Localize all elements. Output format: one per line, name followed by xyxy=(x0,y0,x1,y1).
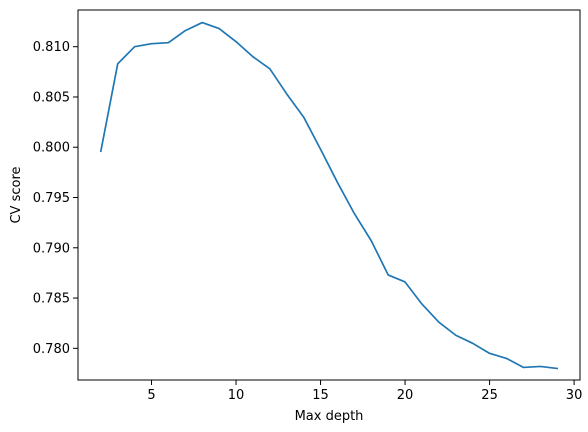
axes-frame xyxy=(77,9,581,381)
y-tick-label: 0.780 xyxy=(33,342,70,357)
x-tick-label: 15 xyxy=(312,388,329,403)
y-tick-label: 0.800 xyxy=(33,141,70,156)
y-tick-label: 0.785 xyxy=(33,292,70,307)
x-tick-label: 5 xyxy=(147,388,155,403)
x-tick-label: 25 xyxy=(481,388,498,403)
plot-area xyxy=(99,21,559,370)
series-line xyxy=(99,21,559,370)
y-tick-label: 0.810 xyxy=(33,40,70,55)
x-tick-label: 30 xyxy=(566,388,583,403)
x-axis-label: Max depth xyxy=(295,409,364,424)
x-tick-label: 10 xyxy=(228,388,245,403)
y-tick-label: 0.790 xyxy=(33,241,70,256)
y-tick-label: 0.805 xyxy=(33,90,70,105)
y-tick-label: 0.795 xyxy=(33,191,70,206)
y-axis-label: CV score xyxy=(9,166,24,223)
axis-ticks: 5 10 15 20 25 30 0.780 0.785 0.790 0.795 0.800 0.80… xyxy=(33,40,583,403)
x-tick-label: 20 xyxy=(397,388,414,403)
